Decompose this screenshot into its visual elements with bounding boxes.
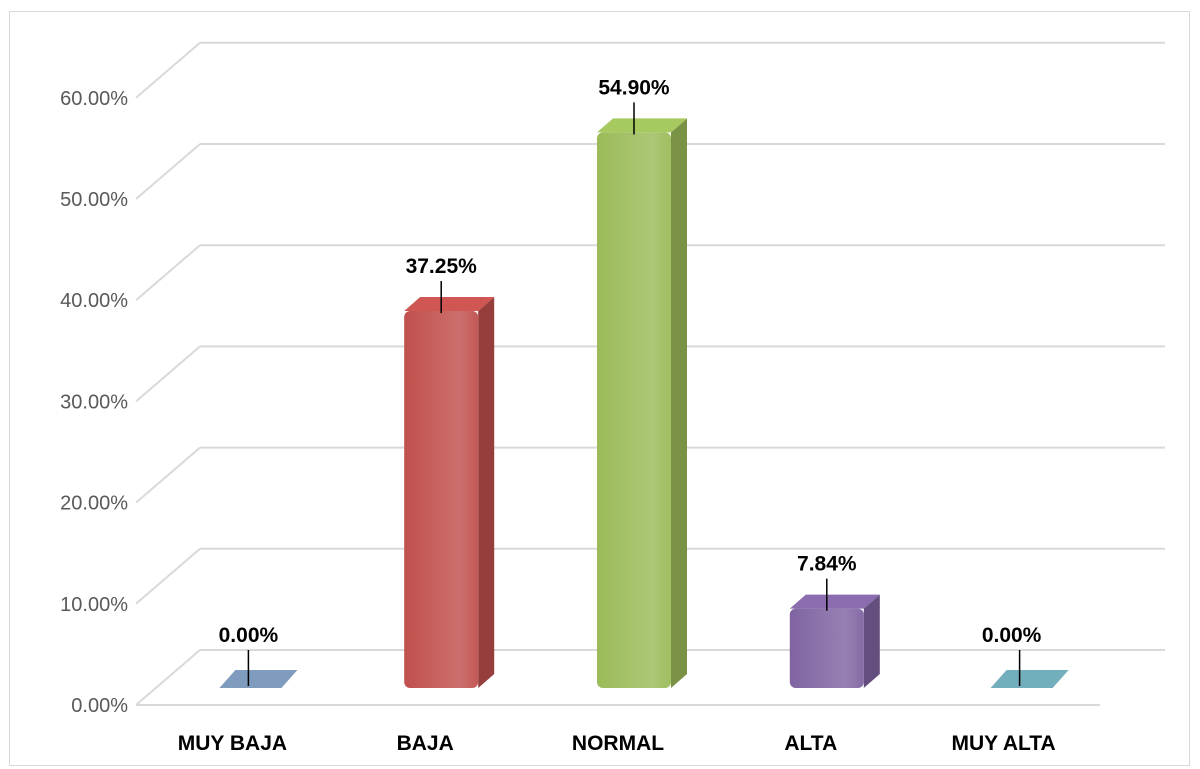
data-label: 7.84% [797,553,857,576]
category-label: ALTA [784,732,837,755]
category-labels: MUY BAJA BAJA NORMAL ALTA MUY ALTA [178,732,1056,755]
y-tick-label: 30.00% [60,391,128,413]
data-label: 0.00% [982,624,1042,647]
data-label: 37.25% [406,255,478,278]
category-label: MUY BAJA [178,732,287,755]
bars [219,118,1069,689]
bar-muy-alta [990,670,1069,688]
data-label: 54.90% [598,76,670,99]
y-tick-label: 40.00% [60,290,128,312]
bar-alta [789,594,880,688]
data-label: 0.00% [219,624,279,647]
y-tick-label: 20.00% [60,493,128,515]
category-label: MUY ALTA [951,732,1055,755]
y-axis-ticks: 0.00% 10.00% 20.00% 30.00% 40.00% 50.00% 60.00… [60,88,128,717]
y-tick-label: 60.00% [60,88,128,110]
data-labels: 0.00% 37.25% 54.90% 7.84% 0.00% [219,76,1042,686]
category-label: BAJA [397,732,454,755]
bar-baja [404,297,495,688]
y-tick-label: 0.00% [71,695,128,717]
y-tick-label: 50.00% [60,189,128,211]
gridline [135,41,1165,99]
bar-muy-baja [219,670,298,688]
y-tick-label: 10.00% [60,594,128,616]
bar-normal [597,118,687,689]
category-label: NORMAL [572,732,664,755]
